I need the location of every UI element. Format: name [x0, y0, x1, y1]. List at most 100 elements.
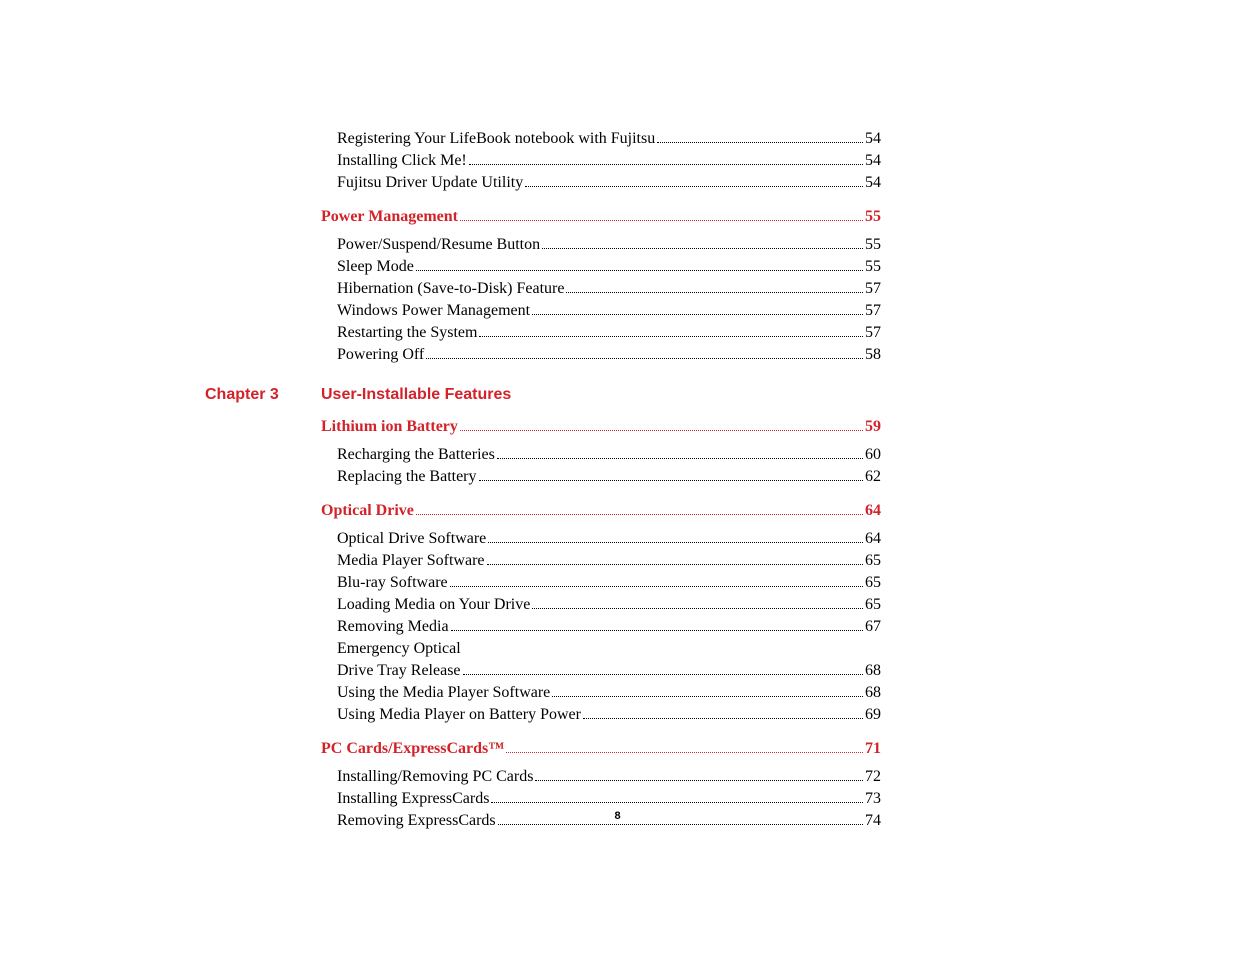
- toc-entry[interactable]: Using Media Player on Battery Power 69: [337, 704, 881, 726]
- toc-leader: [657, 142, 863, 143]
- toc-entry-title: Using Media Player on Battery Power: [337, 704, 581, 726]
- toc-entry[interactable]: Power/Suspend/Resume Button 55: [337, 234, 881, 256]
- toc-entry[interactable]: Restarting the System 57: [337, 322, 881, 344]
- toc-leader: [487, 564, 863, 565]
- toc-entry-page: 65: [865, 572, 881, 594]
- toc-entry-page: 58: [865, 344, 881, 366]
- toc-leader: [479, 336, 863, 337]
- toc-entry-page: 67: [865, 616, 881, 638]
- toc-leader: [416, 270, 863, 271]
- toc-leader: [463, 674, 863, 675]
- toc-leader: [542, 248, 863, 249]
- toc-leader: [506, 752, 863, 753]
- toc-leader: [566, 292, 863, 293]
- toc-leader: [525, 186, 863, 187]
- toc-section-heading[interactable]: Lithium ion Battery 59: [321, 418, 881, 436]
- toc-entry-prefix: Emergency Optical: [337, 638, 965, 660]
- toc-entry-page: 69: [865, 704, 881, 726]
- toc-entry-title: Power/Suspend/Resume Button: [337, 234, 540, 256]
- toc-entry[interactable]: Media Player Software 65: [337, 550, 881, 572]
- toc-entry[interactable]: Optical Drive Software 64: [337, 528, 881, 550]
- page-number: 8: [0, 810, 1235, 822]
- chapter-heading[interactable]: Chapter 3 User-Installable Features: [205, 386, 965, 404]
- toc-leader: [535, 780, 863, 781]
- toc-entry-page: 54: [865, 172, 881, 194]
- toc-entry-title: Windows Power Management: [337, 300, 530, 322]
- toc-leader: [426, 358, 863, 359]
- toc-section-title: Power Management: [321, 208, 458, 226]
- toc-entry-title: Sleep Mode: [337, 256, 414, 278]
- toc-entry-page: 68: [865, 660, 881, 682]
- toc-entry-page: 57: [865, 300, 881, 322]
- toc-leader: [450, 586, 863, 587]
- toc-entry-page: 55: [865, 234, 881, 256]
- toc-entry[interactable]: Sleep Mode 55: [337, 256, 881, 278]
- toc-section-heading[interactable]: Power Management 55: [321, 208, 881, 226]
- toc-entry-title: Blu-ray Software: [337, 572, 448, 594]
- toc-leader: [469, 164, 863, 165]
- toc-entry[interactable]: Drive Tray Release 68: [337, 660, 881, 682]
- toc-section-page: 59: [865, 418, 881, 436]
- toc-leader: [532, 314, 863, 315]
- toc-sublist: Registering Your LifeBook notebook with …: [337, 128, 965, 194]
- toc-entry-page: 73: [865, 788, 881, 810]
- toc-sublist: Power/Suspend/Resume Button 55 Sleep Mod…: [337, 234, 965, 366]
- toc-leader: [460, 430, 863, 431]
- toc-entry[interactable]: Registering Your LifeBook notebook with …: [337, 128, 881, 150]
- toc-entry-title: Restarting the System: [337, 322, 477, 344]
- toc-entry[interactable]: Loading Media on Your Drive 65: [337, 594, 881, 616]
- toc-leader: [491, 802, 863, 803]
- toc-entry-title: Fujitsu Driver Update Utility: [337, 172, 523, 194]
- toc-entry[interactable]: Fujitsu Driver Update Utility 54: [337, 172, 881, 194]
- toc-leader: [532, 608, 863, 609]
- toc-leader: [552, 696, 863, 697]
- toc-entry-title: Hibernation (Save-to-Disk) Feature: [337, 278, 564, 300]
- toc-entry-page: 65: [865, 550, 881, 572]
- toc-section-title: Optical Drive: [321, 502, 414, 520]
- toc-entry-page: 68: [865, 682, 881, 704]
- document-page: Registering Your LifeBook notebook with …: [0, 0, 1235, 954]
- toc-entry-page: 64: [865, 528, 881, 550]
- toc-entry-page: 72: [865, 766, 881, 788]
- toc-entry-page: 54: [865, 150, 881, 172]
- toc-entry[interactable]: Blu-ray Software 65: [337, 572, 881, 594]
- toc-entry[interactable]: Installing/Removing PC Cards 72: [337, 766, 881, 788]
- toc-leader: [479, 480, 863, 481]
- toc-entry-title: Optical Drive Software: [337, 528, 486, 550]
- toc-entry-title: Installing Click Me!: [337, 150, 467, 172]
- toc-sublist: Installing/Removing PC Cards 72 Installi…: [337, 766, 965, 832]
- toc-entry[interactable]: Installing Click Me! 54: [337, 150, 881, 172]
- toc-entry[interactable]: Powering Off 58: [337, 344, 881, 366]
- toc-section-title: Lithium ion Battery: [321, 418, 458, 436]
- toc-entry-title: Powering Off: [337, 344, 424, 366]
- toc-entry-title: Installing/Removing PC Cards: [337, 766, 533, 788]
- toc-entry-title: Drive Tray Release: [337, 660, 461, 682]
- toc-entry[interactable]: Removing Media 67: [337, 616, 881, 638]
- toc-entry[interactable]: Hibernation (Save-to-Disk) Feature 57: [337, 278, 881, 300]
- toc-entry[interactable]: Using the Media Player Software 68: [337, 682, 881, 704]
- toc-entry-page: 65: [865, 594, 881, 616]
- toc-section-heading[interactable]: Optical Drive 64: [321, 502, 881, 520]
- toc-leader: [416, 514, 863, 515]
- toc-entry[interactable]: Installing ExpressCards 73: [337, 788, 881, 810]
- toc-entry-page: 55: [865, 256, 881, 278]
- chapter-label: Chapter 3: [205, 386, 321, 404]
- toc-section-page: 64: [865, 502, 881, 520]
- toc-section-page: 55: [865, 208, 881, 226]
- toc-entry[interactable]: Windows Power Management 57: [337, 300, 881, 322]
- toc-entry[interactable]: Replacing the Battery 62: [337, 466, 881, 488]
- toc-entry-title: Loading Media on Your Drive: [337, 594, 530, 616]
- toc-section-heading[interactable]: PC Cards/ExpressCards™ 71: [321, 740, 881, 758]
- toc-section-title: PC Cards/ExpressCards™: [321, 740, 504, 758]
- toc-section-page: 71: [865, 740, 881, 758]
- toc-entry-page: 57: [865, 278, 881, 300]
- toc-entry-page: 62: [865, 466, 881, 488]
- toc-sublist: Optical Drive Software 64 Media Player S…: [337, 528, 965, 726]
- chapter-title: User-Installable Features: [321, 386, 965, 404]
- toc-entry-page: 54: [865, 128, 881, 150]
- toc-entry-title: Removing Media: [337, 616, 449, 638]
- toc-leader: [451, 630, 863, 631]
- toc-entry-title: Using the Media Player Software: [337, 682, 550, 704]
- toc-entry[interactable]: Recharging the Batteries 60: [337, 444, 881, 466]
- toc-entry-title: Media Player Software: [337, 550, 485, 572]
